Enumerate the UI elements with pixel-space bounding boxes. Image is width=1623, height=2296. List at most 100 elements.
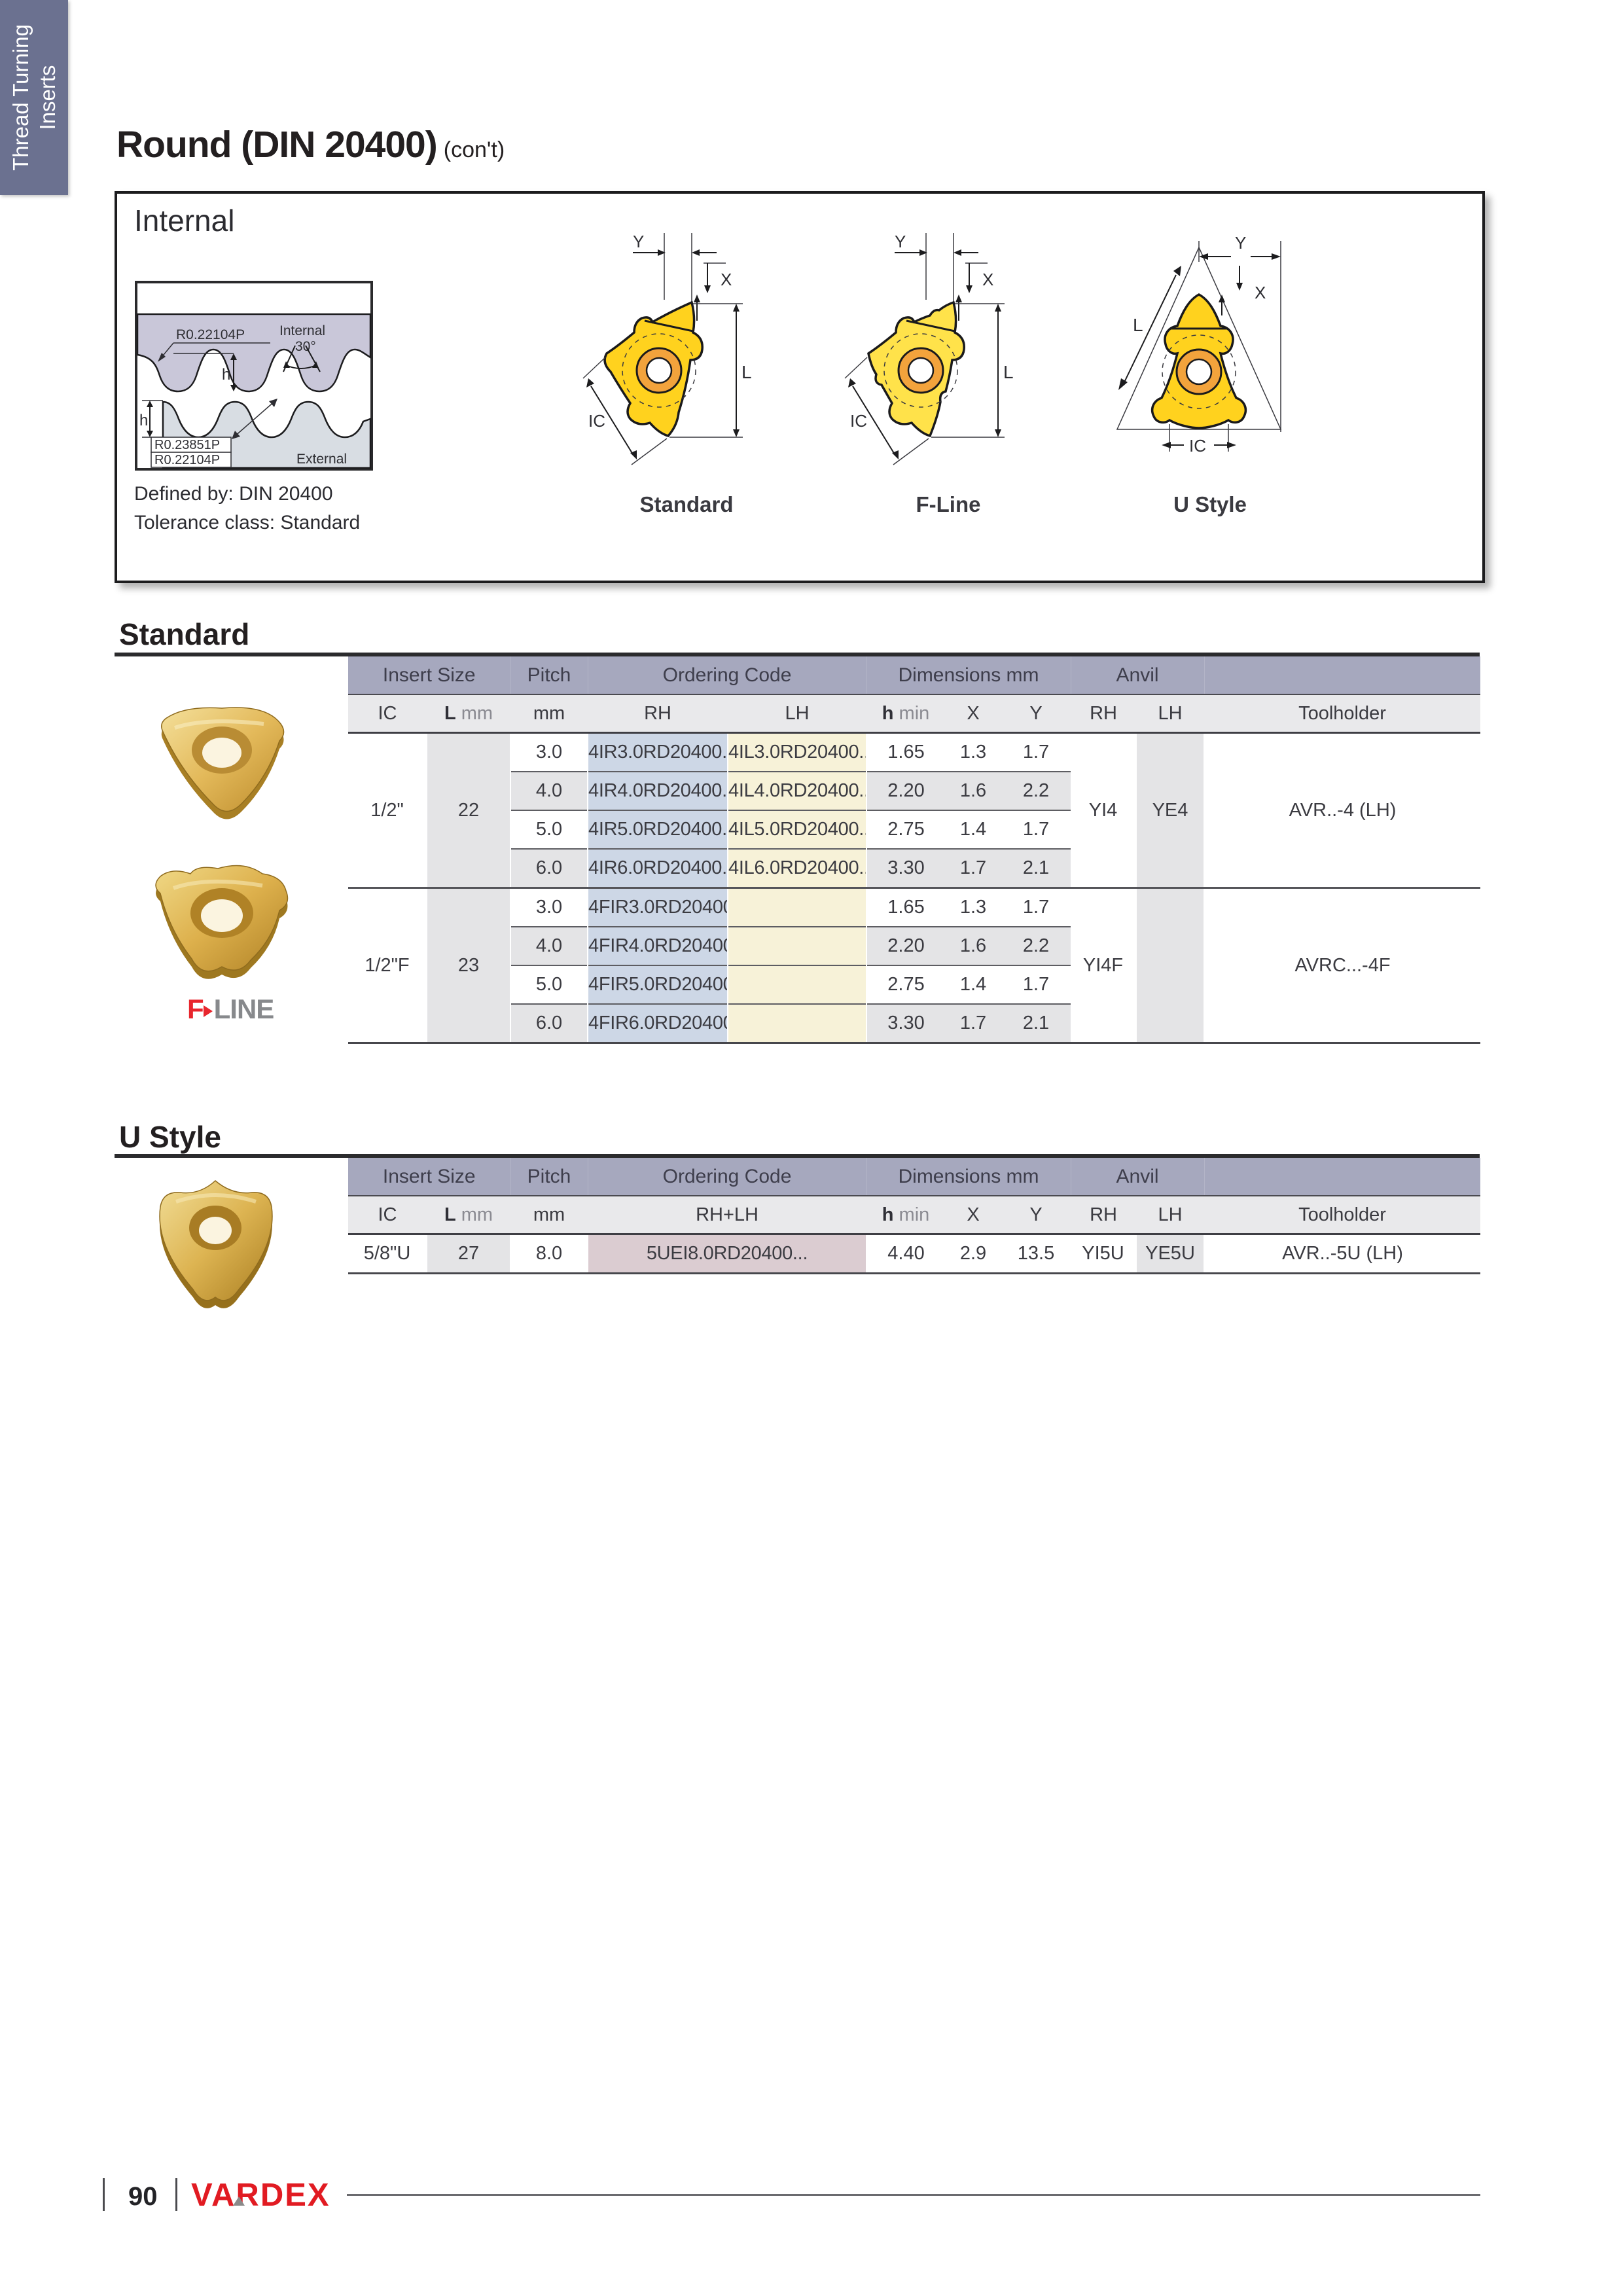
cell-x: 1.7 bbox=[945, 1003, 1002, 1044]
cell-lh-code: 4IL3.0RD20400... bbox=[727, 732, 868, 772]
internal-panel: Internal R0.22104P Internal 30° h bbox=[115, 191, 1485, 583]
dim-ic-label: IC bbox=[850, 411, 867, 431]
cell-anvil-rh: YI4 bbox=[1088, 799, 1118, 821]
col-anvil-rh: RH bbox=[1071, 1196, 1137, 1235]
table-row: 6.0 4IR6.0RD20400... 4IL6.0RD20400... 3.… bbox=[348, 848, 1480, 888]
vardex-logo-triangle-icon bbox=[233, 2197, 245, 2206]
profile-radius-bottom2-label: R0.22104P bbox=[154, 453, 220, 467]
cell-hmin: 3.30 bbox=[866, 848, 946, 888]
cell-l: 23 bbox=[425, 887, 512, 1044]
sidebar-tab-thread-turning-inserts: Thread Turning Inserts bbox=[0, 0, 68, 195]
cell-y: 13.5 bbox=[1001, 1234, 1071, 1274]
cell-pitch: 6.0 bbox=[510, 848, 588, 888]
style-caption-standard: Standard bbox=[639, 492, 734, 516]
column-header-row: IC L mm mm RH LH h min X Y RH LH Toolhol… bbox=[348, 694, 1481, 734]
group-insert-size: Insert Size bbox=[348, 656, 511, 695]
standard-section-heading: Standard bbox=[119, 617, 250, 651]
figure-standard-style: Y X L bbox=[569, 223, 804, 518]
cell-ic: 1/2" bbox=[370, 799, 404, 821]
cell-rh-code: 4FIR5.0RD20400... bbox=[587, 965, 729, 1004]
fline-logo-f: F bbox=[187, 994, 204, 1024]
cell-hmin: 2.75 bbox=[866, 810, 946, 849]
group-ordering-code: Ordering Code bbox=[588, 656, 867, 695]
fline-logo-line: LINE bbox=[213, 994, 275, 1024]
cell-lh-code: 4IL6.0RD20400... bbox=[727, 848, 868, 888]
group-anvil: Anvil bbox=[1071, 1158, 1205, 1196]
cell-hmin: 2.75 bbox=[866, 965, 946, 1004]
group-anvil: Anvil bbox=[1071, 656, 1205, 695]
cell-ic: 1/2"F bbox=[348, 887, 427, 1044]
profile-radius-top-label: R0.22104P bbox=[176, 327, 245, 342]
ustyle-section-heading: U Style bbox=[119, 1120, 221, 1154]
figure-fline-style: Y X L bbox=[830, 223, 1066, 518]
style-caption-ustyle: U Style bbox=[1173, 492, 1247, 516]
cell-anvil-rh: YI5U bbox=[1071, 1234, 1137, 1274]
ustyle-table: Insert Size Pitch Ordering Code Dimensio… bbox=[348, 1158, 1481, 1274]
dim-x-label: X bbox=[982, 270, 993, 289]
cell-rh-code: 4IR6.0RD20400... bbox=[587, 848, 729, 888]
cell-lh-code bbox=[727, 887, 868, 927]
dim-ic-label: IC bbox=[1189, 436, 1206, 456]
vardex-logo-text: VARDEX bbox=[191, 2178, 330, 2213]
sidebar-tab-line2: Inserts bbox=[35, 65, 60, 130]
col-pitch-mm: mm bbox=[510, 1196, 588, 1235]
ustyle-diagram: Y X L bbox=[1116, 233, 1282, 456]
col-hmin: h min bbox=[866, 694, 946, 734]
cell-y: 1.7 bbox=[1001, 965, 1071, 1004]
ustyle-insert-photo bbox=[159, 1180, 273, 1308]
dim-x-label: X bbox=[1255, 283, 1266, 302]
profile-h-top-label: h bbox=[222, 366, 230, 384]
cell-pitch: 4.0 bbox=[510, 926, 588, 965]
dim-l-label: L bbox=[1133, 315, 1143, 335]
table-row: 6.0 4FIR6.0RD20400... 3.30 1.7 2.1 bbox=[348, 1003, 1480, 1044]
cell-pitch: 5.0 bbox=[510, 965, 588, 1004]
profile-radius-bottom1-label: R0.23851P bbox=[154, 438, 220, 452]
dim-ic-label: IC bbox=[588, 411, 605, 431]
dim-l-label: L bbox=[1003, 362, 1014, 382]
cell-pitch: 3.0 bbox=[535, 742, 563, 762]
col-x: X bbox=[945, 1196, 1002, 1235]
vardex-logo: VARDEX bbox=[191, 2177, 1623, 2214]
table-row: 4.0 4FIR4.0RD20400... 2.20 1.6 2.2 bbox=[348, 926, 1480, 965]
internal-thread-region bbox=[136, 313, 372, 393]
table-row: 5.0 4IR5.0RD20400... 4IL5.0RD20400... 2.… bbox=[348, 810, 1480, 849]
group-header-row: Insert Size Pitch Ordering Code Dimensio… bbox=[348, 1158, 1481, 1196]
style-caption-fline: F-Line bbox=[916, 492, 981, 516]
cell-ic: 5/8"U bbox=[348, 1234, 427, 1274]
col-anvil-rh: RH bbox=[1071, 694, 1137, 734]
cell-rh-code: 4FIR6.0RD20400... bbox=[587, 1003, 729, 1044]
cell-pitch: 5.0 bbox=[510, 810, 588, 849]
col-y: Y bbox=[1001, 694, 1071, 734]
col-ic: IC bbox=[348, 1196, 427, 1235]
cell-pitch: 6.0 bbox=[510, 1003, 588, 1044]
cell-l: 27 bbox=[425, 1234, 512, 1274]
cell-toolholder: AVR..-4 (LH) bbox=[1289, 799, 1397, 821]
dim-x-label: X bbox=[721, 270, 732, 289]
cell-anvil-lh: YE5U bbox=[1135, 1234, 1205, 1274]
column-header-row: IC L mm mm RH+LH h min X Y RH LH Toolhol… bbox=[348, 1196, 1481, 1235]
group-dimensions: Dimensions mm bbox=[866, 656, 1071, 695]
footer-page-number: 90 bbox=[128, 2182, 158, 2211]
cell-y: 1.7 bbox=[1022, 742, 1050, 762]
table-row: 5.0 4FIR5.0RD20400... 2.75 1.4 1.7 bbox=[348, 965, 1480, 1004]
page-title-main: Round (DIN 20400) bbox=[116, 124, 438, 166]
figure-ustyle: Y X L bbox=[1092, 223, 1328, 518]
col-pitch-mm: mm bbox=[510, 694, 588, 734]
profile-external-label: External bbox=[296, 452, 347, 467]
cell-hmin: 2.20 bbox=[866, 771, 946, 810]
cell-x: 2.9 bbox=[945, 1234, 1002, 1274]
cell-l: 22 bbox=[425, 732, 512, 888]
fline-style-diagram: Y X L bbox=[844, 232, 1014, 465]
table-row: 1/2" 22 3.0 4IR3.0RD20400... 4IL3.0RD204… bbox=[348, 732, 1480, 888]
col-anvil-lh: LH bbox=[1136, 1196, 1205, 1235]
dim-y-label: Y bbox=[1235, 233, 1246, 253]
tolerance-class-text: Tolerance class: Standard bbox=[134, 512, 361, 533]
group-pitch: Pitch bbox=[510, 656, 588, 695]
col-x: X bbox=[945, 694, 1002, 734]
ustyle-section-rule bbox=[115, 1154, 1480, 1158]
cell-rh-code: 4FIR4.0RD20400... bbox=[587, 926, 729, 965]
group-toolholder-blank bbox=[1204, 1158, 1481, 1196]
cell-rh-code: 4IR5.0RD20400... bbox=[587, 810, 729, 849]
group-pitch: Pitch bbox=[510, 1158, 588, 1196]
